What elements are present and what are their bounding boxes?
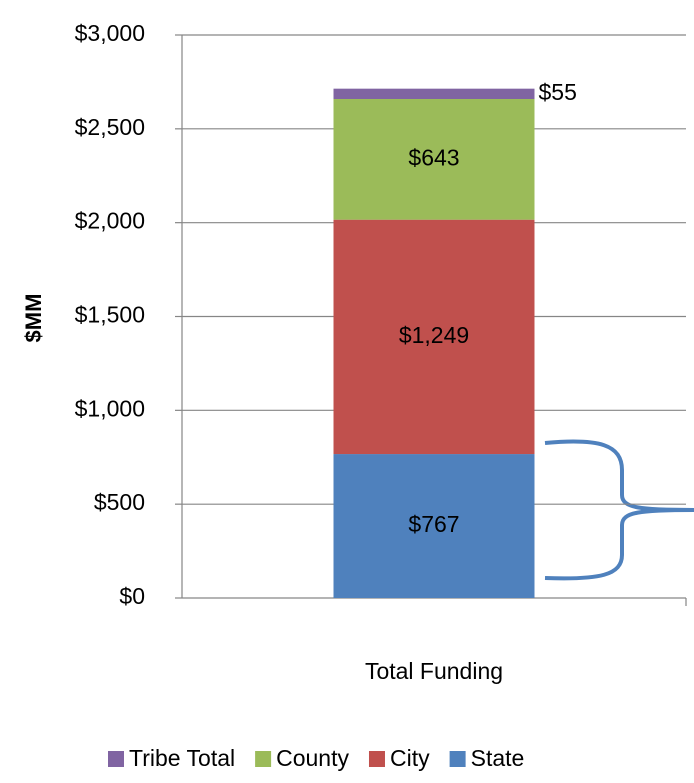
data-label: $1,249 [399, 322, 469, 348]
data-label: $767 [408, 511, 459, 537]
y-tick-label: $1,500 [75, 302, 145, 328]
legend-label: City [390, 745, 430, 771]
legend-swatch [449, 751, 466, 767]
bar-segment [333, 219, 535, 455]
legend-label: County [276, 745, 349, 771]
y-axis-title: $MM [21, 294, 46, 343]
y-tick-label: $2,500 [75, 114, 145, 140]
y-tick-label: $3,000 [75, 20, 145, 46]
y-tick-label: $1,000 [75, 395, 145, 421]
bar-segment [333, 454, 535, 598]
legend-swatch [368, 751, 385, 767]
y-tick-label: $0 [119, 583, 145, 609]
legend-label: Tribe Total [129, 745, 235, 771]
brace [544, 439, 694, 581]
y-tick-label: $500 [94, 489, 145, 515]
bar-segment [333, 88, 535, 99]
y-tick-label: $2,000 [75, 208, 145, 234]
data-label: $643 [408, 144, 459, 170]
legend-label: State [471, 745, 525, 771]
x-tick-label: Total Funding [365, 658, 503, 684]
legend-swatch [108, 751, 124, 767]
legend-swatch [255, 751, 272, 767]
data-label: $55 [539, 79, 577, 105]
bar-segment [333, 98, 535, 220]
